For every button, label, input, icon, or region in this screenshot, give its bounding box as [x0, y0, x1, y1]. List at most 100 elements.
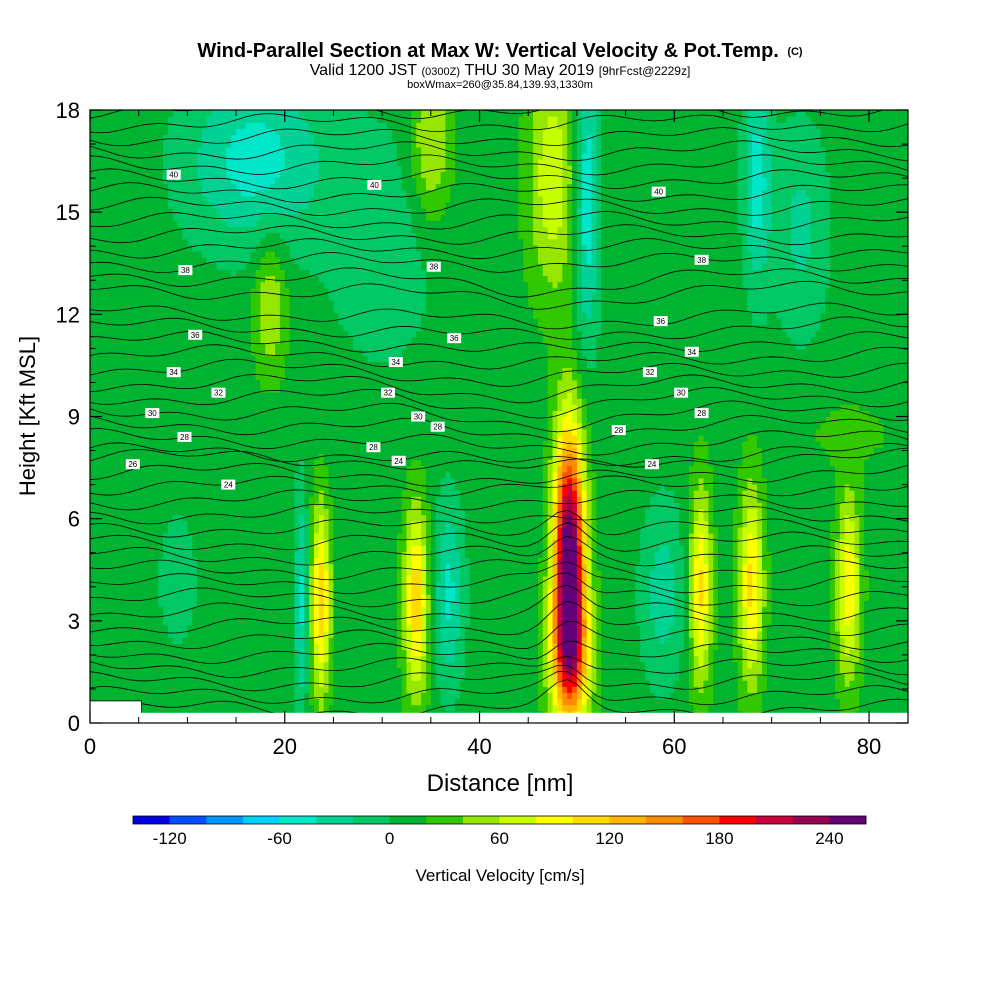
velocity-cell	[265, 325, 270, 332]
velocity-cell	[319, 662, 324, 669]
velocity-cell	[265, 269, 270, 276]
velocity-cell	[251, 251, 256, 258]
velocity-cell	[324, 355, 329, 362]
velocity-cell	[148, 594, 153, 601]
velocity-cell	[221, 551, 226, 558]
velocity-cell	[148, 478, 153, 485]
velocity-cell	[309, 386, 314, 393]
velocity-cell	[226, 680, 231, 687]
velocity-cell	[134, 288, 139, 295]
velocity-cell	[275, 367, 280, 374]
velocity-cell	[129, 245, 134, 252]
velocity-cell	[231, 404, 236, 411]
velocity-cell	[260, 245, 265, 252]
velocity-cell	[280, 269, 285, 276]
velocity-cell	[158, 484, 163, 491]
velocity-cell	[260, 557, 265, 564]
velocity-cell	[119, 417, 124, 424]
velocity-cell	[163, 588, 168, 595]
velocity-cell	[251, 662, 256, 669]
velocity-cell	[183, 417, 188, 424]
velocity-cell	[299, 576, 304, 583]
velocity-cell	[153, 625, 158, 632]
velocity-cell	[197, 502, 202, 509]
velocity-cell	[90, 171, 95, 178]
velocity-cell	[183, 637, 188, 644]
velocity-cell	[221, 631, 226, 638]
velocity-cell	[134, 343, 139, 350]
velocity-cell	[124, 453, 129, 460]
velocity-cell	[270, 159, 275, 166]
velocity-cell	[217, 686, 222, 693]
velocity-cell	[309, 263, 314, 270]
velocity-cell	[168, 128, 173, 135]
velocity-cell	[251, 141, 256, 148]
velocity-cell	[144, 135, 149, 142]
velocity-cell	[309, 417, 314, 424]
velocity-cell	[275, 306, 280, 313]
velocity-cell	[100, 631, 105, 638]
velocity-cell	[304, 153, 309, 160]
velocity-cell	[285, 686, 290, 693]
velocity-cell	[299, 588, 304, 595]
velocity-cell	[139, 429, 144, 436]
velocity-cell	[314, 588, 319, 595]
velocity-cell	[212, 557, 217, 564]
velocity-cell	[202, 337, 207, 344]
velocity-cell	[129, 276, 134, 283]
velocity-cell	[270, 392, 275, 399]
velocity-cell	[163, 110, 168, 117]
velocity-cell	[299, 147, 304, 154]
velocity-cell	[119, 600, 124, 607]
velocity-cell	[119, 288, 124, 295]
velocity-cell	[114, 300, 119, 307]
velocity-cell	[129, 472, 134, 479]
velocity-cell	[270, 110, 275, 117]
velocity-cell	[260, 361, 265, 368]
velocity-cell	[295, 294, 300, 301]
velocity-cell	[299, 686, 304, 693]
velocity-cell	[144, 288, 149, 295]
velocity-cell	[236, 404, 241, 411]
velocity-cell	[251, 300, 256, 307]
velocity-cell	[309, 208, 314, 215]
velocity-cell	[202, 343, 207, 350]
velocity-cell	[197, 214, 202, 221]
velocity-cell	[217, 367, 222, 374]
velocity-cell	[226, 128, 231, 135]
velocity-cell	[90, 674, 95, 681]
velocity-cell	[285, 674, 290, 681]
velocity-cell	[299, 539, 304, 546]
velocity-cell	[153, 656, 158, 663]
velocity-cell	[207, 196, 212, 203]
velocity-cell	[129, 607, 134, 614]
velocity-cell	[290, 147, 295, 154]
velocity-cell	[187, 582, 192, 589]
velocity-cell	[124, 233, 129, 240]
velocity-cell	[299, 508, 304, 515]
velocity-cell	[124, 576, 129, 583]
velocity-cell	[95, 680, 100, 687]
velocity-cell	[251, 147, 256, 154]
velocity-cell	[236, 165, 241, 172]
velocity-cell	[314, 478, 319, 485]
velocity-cell	[119, 116, 124, 123]
velocity-cell	[134, 398, 139, 405]
velocity-cell	[173, 521, 178, 528]
velocity-cell	[280, 349, 285, 356]
velocity-cell	[124, 312, 129, 319]
velocity-cell	[217, 208, 222, 215]
velocity-cell	[251, 423, 256, 430]
velocity-cell	[95, 196, 100, 203]
velocity-cell	[256, 502, 261, 509]
velocity-cell	[256, 600, 261, 607]
velocity-cell	[212, 582, 217, 589]
chart-figure: Wind-Parallel Section at Max W: Vertical…	[0, 0, 1000, 1000]
velocity-cell	[202, 110, 207, 117]
velocity-cell	[251, 508, 256, 515]
velocity-cell	[168, 325, 173, 332]
velocity-cell	[275, 508, 280, 515]
velocity-cell	[280, 343, 285, 350]
velocity-cell	[148, 190, 153, 197]
velocity-cell	[241, 557, 246, 564]
